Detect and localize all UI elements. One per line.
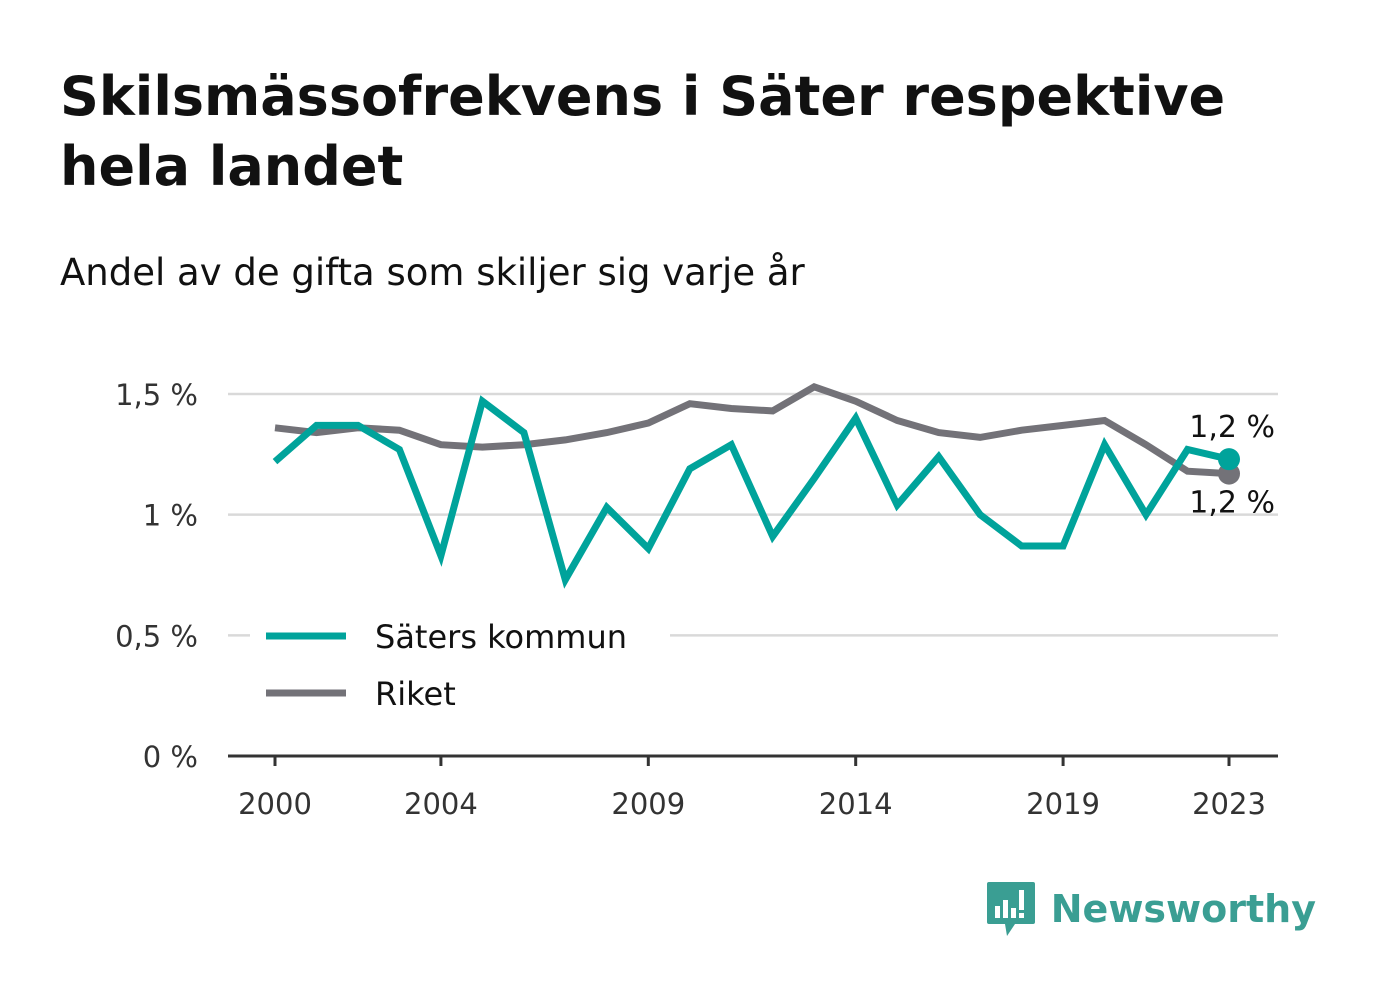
legend-label-riket: Riket xyxy=(375,675,456,713)
y-tick-label: 0,5 % xyxy=(115,619,198,653)
series-line-saters-kommun xyxy=(272,395,1230,589)
series-lines xyxy=(272,382,1240,589)
series-line-riket xyxy=(274,382,1230,478)
x-tick-label: 2009 xyxy=(611,787,685,821)
y-tick-label: 1,5 % xyxy=(115,378,198,412)
y-tick-label: 0 % xyxy=(143,740,198,774)
end-labels: 1,2 % 1,2 % xyxy=(1189,410,1275,520)
x-tick-label: 2014 xyxy=(819,787,893,821)
x-axis: 2000 2004 2009 2014 2019 2023 xyxy=(228,754,1278,821)
legend-label-saters-kommun: Säters kommun xyxy=(375,618,627,656)
x-tick-label: 2000 xyxy=(238,787,312,821)
brand: Newsworthy xyxy=(985,880,1316,938)
chart-title: Skilsmässofrekvens i Säter respektive he… xyxy=(60,65,1226,198)
legend-background xyxy=(250,604,670,724)
y-axis: 0 % 0,5 % 1 % 1,5 % xyxy=(115,378,198,774)
newsworthy-logo-icon xyxy=(986,882,1035,936)
end-label-riket: 1,2 % xyxy=(1189,486,1275,521)
chart-subtitle: Andel av de gifta som skiljer sig varje … xyxy=(60,251,805,294)
x-tick-label: 2004 xyxy=(404,787,478,821)
x-tick-label: 2019 xyxy=(1026,787,1100,821)
x-tick-label: 2023 xyxy=(1192,787,1266,821)
y-tick-label: 1 % xyxy=(143,499,198,533)
legend: Säters kommun Riket xyxy=(250,604,670,724)
brand-name: Newsworthy xyxy=(1050,887,1316,931)
end-label-saters-kommun: 1,2 % xyxy=(1189,410,1275,445)
end-marker-saters-kommun xyxy=(1218,448,1240,471)
